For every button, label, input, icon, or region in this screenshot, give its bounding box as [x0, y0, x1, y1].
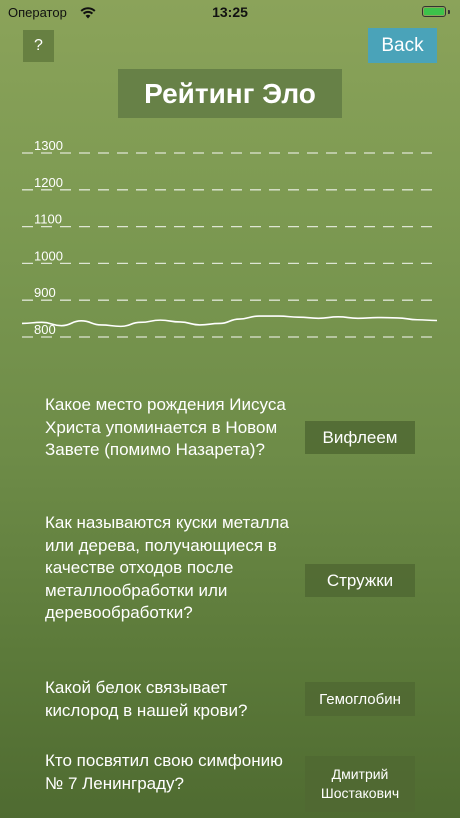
status-time: 13:25: [212, 4, 248, 20]
question-text: Кто посвятил свою симфонию № 7 Ленинград…: [45, 751, 283, 793]
y-tick-label: 800: [34, 322, 56, 337]
answer-button[interactable]: Дмитрий Шостакович: [305, 756, 415, 812]
wifi-icon: [80, 7, 96, 19]
elo-rating-chart: 1300 1200 1100 1000 900 800: [21, 138, 438, 338]
y-tick-label: 1300: [34, 138, 63, 153]
back-button[interactable]: Back: [368, 28, 437, 63]
y-tick-label: 1200: [34, 175, 63, 190]
question-row-2: Как называются куски металла или дерева,…: [0, 508, 460, 653]
battery-icon: [422, 6, 446, 17]
help-button[interactable]: ?: [23, 30, 54, 62]
question-row-1: Какое место рождения Иисуса Христа упоми…: [0, 390, 460, 490]
question-row-4: Кто посвятил свою симфонию № 7 Ленинград…: [0, 748, 460, 818]
answer-button[interactable]: Стружки: [305, 564, 415, 597]
status-bar: Оператор 13:25: [0, 0, 460, 26]
carrier-label: Оператор: [8, 5, 67, 20]
answer-button[interactable]: Гемоглобин: [305, 682, 415, 716]
question-text: Какой белок связывает кислород в нашей к…: [45, 678, 248, 720]
elo-series-line: [21, 315, 438, 328]
answer-button[interactable]: Вифлеем: [305, 421, 415, 454]
y-tick-label: 1100: [34, 212, 62, 227]
question-row-3: Какой белок связывает кислород в нашей к…: [0, 673, 460, 733]
y-tick-label: 900: [34, 285, 56, 300]
question-text: Какое место рождения Иисуса Христа упоми…: [45, 395, 286, 459]
y-tick-label: 1000: [34, 248, 63, 263]
question-text: Как называются куски металла или дерева,…: [45, 513, 289, 622]
page-title: Рейтинг Эло: [118, 69, 342, 118]
